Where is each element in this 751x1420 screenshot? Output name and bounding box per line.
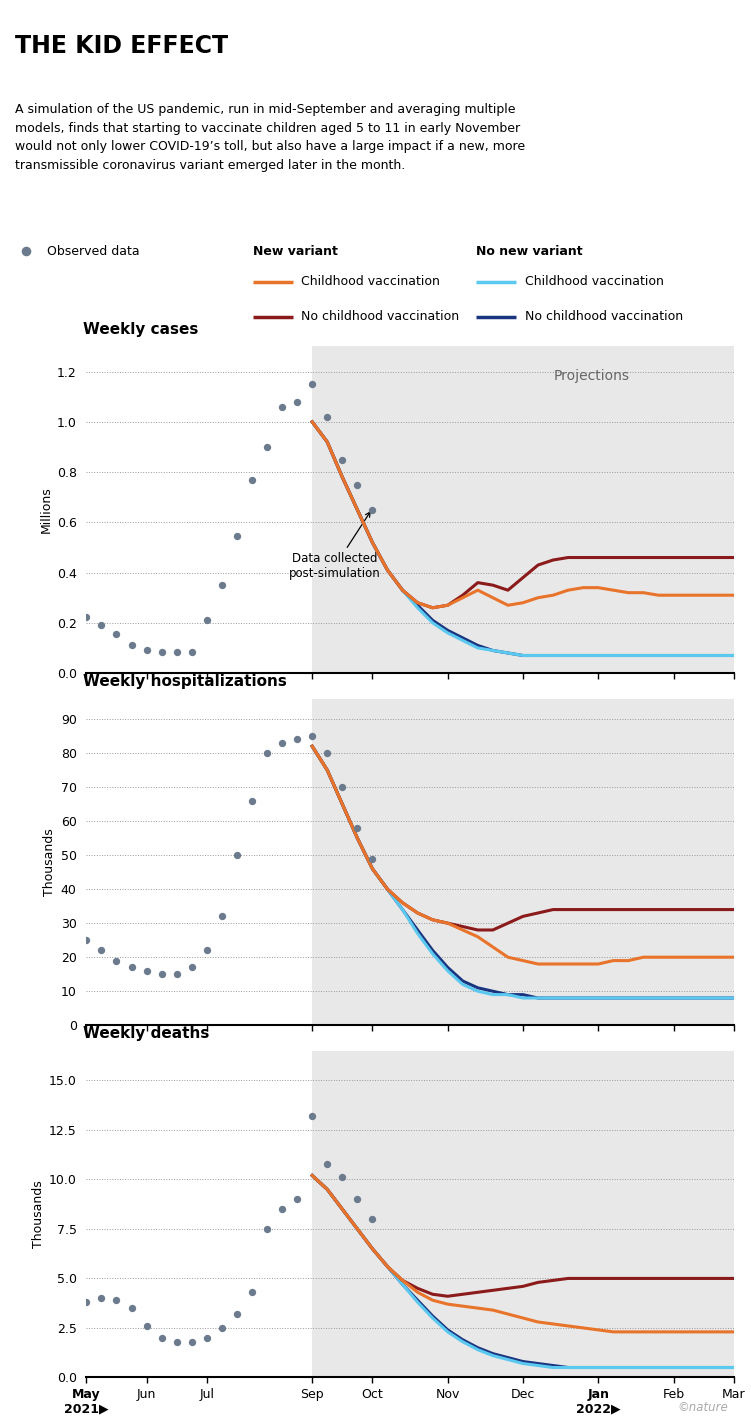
Point xyxy=(155,1326,167,1349)
Text: Projections: Projections xyxy=(553,369,629,383)
Point xyxy=(216,905,228,927)
Point xyxy=(321,406,333,429)
Point xyxy=(170,963,182,985)
Point xyxy=(125,956,137,978)
Point xyxy=(351,473,363,496)
Point xyxy=(155,640,167,663)
Point xyxy=(140,639,152,662)
Text: Weekly cases: Weekly cases xyxy=(83,322,198,337)
Y-axis label: Millions: Millions xyxy=(40,487,53,532)
Point xyxy=(366,1207,379,1230)
Point xyxy=(336,449,348,471)
Point xyxy=(306,724,318,747)
Point xyxy=(276,731,288,754)
Point xyxy=(185,1331,198,1353)
Point xyxy=(140,960,152,983)
Point xyxy=(306,373,318,396)
Point xyxy=(306,1105,318,1127)
Point xyxy=(276,395,288,417)
Point xyxy=(336,775,348,798)
Bar xyxy=(312,346,734,673)
Text: No childhood vaccination: No childhood vaccination xyxy=(525,310,683,324)
Point xyxy=(366,498,379,521)
Text: No new variant: No new variant xyxy=(476,244,583,258)
Text: Weekly hospitalizations: Weekly hospitalizations xyxy=(83,674,287,689)
Point xyxy=(110,623,122,646)
Point xyxy=(321,1152,333,1174)
Point xyxy=(95,1287,107,1309)
Point xyxy=(95,939,107,961)
Point xyxy=(80,1291,92,1314)
Point xyxy=(291,391,303,413)
Point xyxy=(246,790,258,812)
Text: Data collected
post-simulation: Data collected post-simulation xyxy=(289,513,381,581)
Text: New variant: New variant xyxy=(253,244,338,258)
Point xyxy=(336,1166,348,1189)
Point xyxy=(110,949,122,971)
Text: THE KID EFFECT: THE KID EFFECT xyxy=(15,34,228,58)
Point xyxy=(291,728,303,751)
Point xyxy=(216,1316,228,1339)
Text: Weekly deaths: Weekly deaths xyxy=(83,1027,210,1041)
Point xyxy=(80,929,92,951)
Point xyxy=(246,469,258,491)
Point xyxy=(261,741,273,764)
Point xyxy=(20,240,32,263)
Text: ©nature: ©nature xyxy=(677,1402,728,1414)
Point xyxy=(170,640,182,663)
Point xyxy=(110,1289,122,1312)
Point xyxy=(185,640,198,663)
Text: No childhood vaccination: No childhood vaccination xyxy=(301,310,460,324)
Point xyxy=(321,741,333,764)
Point xyxy=(80,605,92,628)
Point xyxy=(125,635,137,657)
Point xyxy=(231,1302,243,1325)
Y-axis label: Thousands: Thousands xyxy=(44,828,56,896)
Text: Observed data: Observed data xyxy=(47,244,140,258)
Point xyxy=(276,1198,288,1221)
Text: A simulation of the US pandemic, run in mid-September and averaging multiple
mod: A simulation of the US pandemic, run in … xyxy=(15,104,525,172)
Point xyxy=(366,848,379,870)
Point xyxy=(261,436,273,459)
Y-axis label: Thousands: Thousands xyxy=(32,1180,44,1248)
Point xyxy=(351,1189,363,1211)
Text: Childhood vaccination: Childhood vaccination xyxy=(301,275,440,288)
Point xyxy=(351,816,363,839)
Point xyxy=(231,843,243,866)
Bar xyxy=(312,699,734,1025)
Point xyxy=(201,939,213,961)
Text: Childhood vaccination: Childhood vaccination xyxy=(525,275,664,288)
Point xyxy=(246,1281,258,1304)
Point xyxy=(125,1296,137,1319)
Point xyxy=(231,525,243,548)
Point xyxy=(170,1331,182,1353)
Point xyxy=(95,613,107,636)
Point xyxy=(185,956,198,978)
Point xyxy=(261,1217,273,1240)
Point xyxy=(216,574,228,596)
Bar xyxy=(312,1051,734,1377)
Point xyxy=(291,1189,303,1211)
Point xyxy=(201,609,213,632)
Point xyxy=(140,1315,152,1338)
Point xyxy=(155,963,167,985)
Point xyxy=(201,1326,213,1349)
